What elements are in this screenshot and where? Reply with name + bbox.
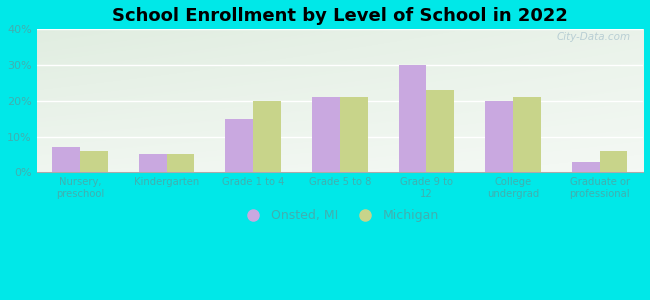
Bar xyxy=(139,154,166,172)
Bar xyxy=(572,162,600,172)
Bar xyxy=(426,90,454,172)
Bar xyxy=(340,97,367,172)
Bar xyxy=(80,151,108,172)
Bar xyxy=(52,147,80,172)
Bar xyxy=(166,154,194,172)
Legend: Onsted, MI, Michigan: Onsted, MI, Michigan xyxy=(237,206,443,226)
Bar xyxy=(226,119,253,172)
Title: School Enrollment by Level of School in 2022: School Enrollment by Level of School in … xyxy=(112,7,567,25)
Bar xyxy=(398,65,426,172)
Bar xyxy=(486,101,513,172)
Bar xyxy=(253,101,281,172)
Bar xyxy=(513,97,541,172)
Bar xyxy=(600,151,627,172)
Bar xyxy=(312,97,340,172)
Text: City-Data.com: City-Data.com xyxy=(557,32,631,42)
